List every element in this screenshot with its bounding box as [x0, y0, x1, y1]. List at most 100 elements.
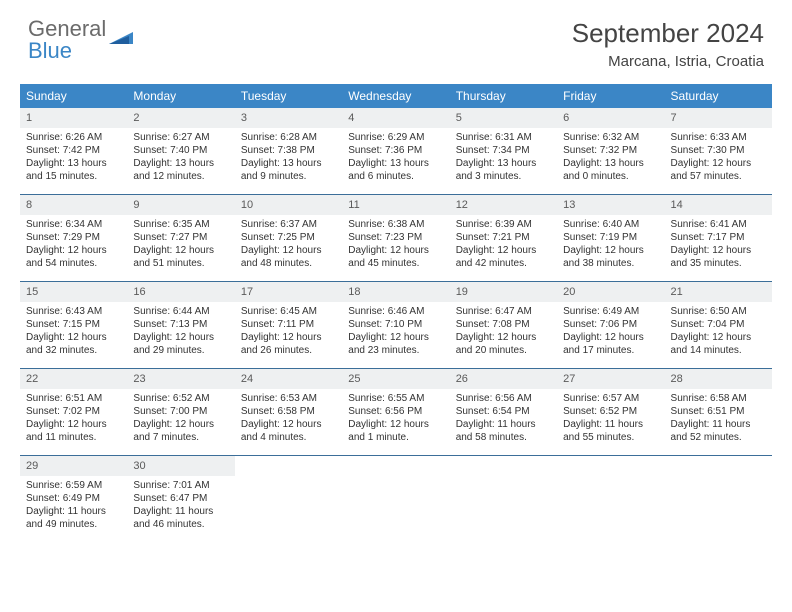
day-number: 30 — [127, 456, 234, 476]
day-cell: 28Sunrise: 6:58 AMSunset: 6:51 PMDayligh… — [665, 369, 772, 455]
day-header-row: SundayMondayTuesdayWednesdayThursdayFrid… — [20, 84, 772, 108]
sunrise-line: Sunrise: 6:32 AM — [563, 131, 658, 144]
day-cell: 6Sunrise: 6:32 AMSunset: 7:32 PMDaylight… — [557, 108, 664, 194]
day-details: Sunrise: 6:29 AMSunset: 7:36 PMDaylight:… — [342, 128, 449, 189]
daylight-line: Daylight: 13 hours and 3 minutes. — [456, 157, 551, 183]
day-number: 11 — [342, 195, 449, 215]
daylight-line: Daylight: 12 hours and 17 minutes. — [563, 331, 658, 357]
day-details: Sunrise: 6:55 AMSunset: 6:56 PMDaylight:… — [342, 389, 449, 450]
day-number: 24 — [235, 369, 342, 389]
day-cell: 16Sunrise: 6:44 AMSunset: 7:13 PMDayligh… — [127, 282, 234, 368]
day-number: 9 — [127, 195, 234, 215]
daylight-line: Daylight: 12 hours and 23 minutes. — [348, 331, 443, 357]
sunrise-line: Sunrise: 6:43 AM — [26, 305, 121, 318]
day-header-wednesday: Wednesday — [342, 84, 449, 108]
sunrise-line: Sunrise: 6:46 AM — [348, 305, 443, 318]
daylight-line: Daylight: 12 hours and 57 minutes. — [671, 157, 766, 183]
sunrise-line: Sunrise: 6:35 AM — [133, 218, 228, 231]
sunrise-line: Sunrise: 6:27 AM — [133, 131, 228, 144]
day-cell: 11Sunrise: 6:38 AMSunset: 7:23 PMDayligh… — [342, 195, 449, 281]
sunset-line: Sunset: 7:40 PM — [133, 144, 228, 157]
sunrise-line: Sunrise: 6:55 AM — [348, 392, 443, 405]
sunset-line: Sunset: 7:38 PM — [241, 144, 336, 157]
daylight-line: Daylight: 12 hours and 32 minutes. — [26, 331, 121, 357]
day-details: Sunrise: 6:52 AMSunset: 7:00 PMDaylight:… — [127, 389, 234, 450]
logo-text: General Blue — [28, 18, 106, 62]
sunrise-line: Sunrise: 6:28 AM — [241, 131, 336, 144]
daylight-line: Daylight: 12 hours and 48 minutes. — [241, 244, 336, 270]
day-number: 12 — [450, 195, 557, 215]
daylight-line: Daylight: 13 hours and 0 minutes. — [563, 157, 658, 183]
day-details: Sunrise: 6:47 AMSunset: 7:08 PMDaylight:… — [450, 302, 557, 363]
daylight-line: Daylight: 13 hours and 12 minutes. — [133, 157, 228, 183]
sunrise-line: Sunrise: 6:52 AM — [133, 392, 228, 405]
day-number: 25 — [342, 369, 449, 389]
sunrise-line: Sunrise: 6:40 AM — [563, 218, 658, 231]
day-cell: 1Sunrise: 6:26 AMSunset: 7:42 PMDaylight… — [20, 108, 127, 194]
day-number: 2 — [127, 108, 234, 128]
sunset-line: Sunset: 7:13 PM — [133, 318, 228, 331]
week-row: 15Sunrise: 6:43 AMSunset: 7:15 PMDayligh… — [20, 281, 772, 368]
day-details: Sunrise: 6:56 AMSunset: 6:54 PMDaylight:… — [450, 389, 557, 450]
daylight-line: Daylight: 11 hours and 46 minutes. — [133, 505, 228, 531]
day-number: 14 — [665, 195, 772, 215]
day-number: 29 — [20, 456, 127, 476]
sunset-line: Sunset: 7:42 PM — [26, 144, 121, 157]
day-number: 8 — [20, 195, 127, 215]
day-cell: 23Sunrise: 6:52 AMSunset: 7:00 PMDayligh… — [127, 369, 234, 455]
day-number: 1 — [20, 108, 127, 128]
day-cell: 8Sunrise: 6:34 AMSunset: 7:29 PMDaylight… — [20, 195, 127, 281]
day-cell: 25Sunrise: 6:55 AMSunset: 6:56 PMDayligh… — [342, 369, 449, 455]
sunrise-line: Sunrise: 7:01 AM — [133, 479, 228, 492]
sunset-line: Sunset: 7:00 PM — [133, 405, 228, 418]
daylight-line: Daylight: 11 hours and 52 minutes. — [671, 418, 766, 444]
sunset-line: Sunset: 7:08 PM — [456, 318, 551, 331]
day-details: Sunrise: 6:40 AMSunset: 7:19 PMDaylight:… — [557, 215, 664, 276]
day-cell: 20Sunrise: 6:49 AMSunset: 7:06 PMDayligh… — [557, 282, 664, 368]
day-number: 27 — [557, 369, 664, 389]
day-number: 18 — [342, 282, 449, 302]
day-cell: 2Sunrise: 6:27 AMSunset: 7:40 PMDaylight… — [127, 108, 234, 194]
empty-cell — [665, 456, 772, 542]
day-details: Sunrise: 6:49 AMSunset: 7:06 PMDaylight:… — [557, 302, 664, 363]
empty-cell — [342, 456, 449, 542]
day-number: 19 — [450, 282, 557, 302]
sunset-line: Sunset: 7:02 PM — [26, 405, 121, 418]
daylight-line: Daylight: 12 hours and 26 minutes. — [241, 331, 336, 357]
day-details: Sunrise: 6:32 AMSunset: 7:32 PMDaylight:… — [557, 128, 664, 189]
sunset-line: Sunset: 7:23 PM — [348, 231, 443, 244]
day-number: 23 — [127, 369, 234, 389]
day-details: Sunrise: 6:58 AMSunset: 6:51 PMDaylight:… — [665, 389, 772, 450]
day-cell: 22Sunrise: 6:51 AMSunset: 7:02 PMDayligh… — [20, 369, 127, 455]
day-cell: 4Sunrise: 6:29 AMSunset: 7:36 PMDaylight… — [342, 108, 449, 194]
day-cell: 3Sunrise: 6:28 AMSunset: 7:38 PMDaylight… — [235, 108, 342, 194]
sunrise-line: Sunrise: 6:26 AM — [26, 131, 121, 144]
sunrise-line: Sunrise: 6:56 AM — [456, 392, 551, 405]
daylight-line: Daylight: 12 hours and 45 minutes. — [348, 244, 443, 270]
sunset-line: Sunset: 7:29 PM — [26, 231, 121, 244]
day-details: Sunrise: 7:01 AMSunset: 6:47 PMDaylight:… — [127, 476, 234, 537]
daylight-line: Daylight: 12 hours and 20 minutes. — [456, 331, 551, 357]
sunrise-line: Sunrise: 6:41 AM — [671, 218, 766, 231]
day-details: Sunrise: 6:27 AMSunset: 7:40 PMDaylight:… — [127, 128, 234, 189]
day-details: Sunrise: 6:41 AMSunset: 7:17 PMDaylight:… — [665, 215, 772, 276]
sunrise-line: Sunrise: 6:57 AM — [563, 392, 658, 405]
daylight-line: Daylight: 12 hours and 4 minutes. — [241, 418, 336, 444]
day-details: Sunrise: 6:38 AMSunset: 7:23 PMDaylight:… — [342, 215, 449, 276]
daylight-line: Daylight: 11 hours and 55 minutes. — [563, 418, 658, 444]
day-details: Sunrise: 6:43 AMSunset: 7:15 PMDaylight:… — [20, 302, 127, 363]
day-details: Sunrise: 6:46 AMSunset: 7:10 PMDaylight:… — [342, 302, 449, 363]
day-header-saturday: Saturday — [665, 84, 772, 108]
sunset-line: Sunset: 7:32 PM — [563, 144, 658, 157]
day-details: Sunrise: 6:35 AMSunset: 7:27 PMDaylight:… — [127, 215, 234, 276]
day-number: 22 — [20, 369, 127, 389]
daylight-line: Daylight: 12 hours and 42 minutes. — [456, 244, 551, 270]
day-number: 26 — [450, 369, 557, 389]
sunset-line: Sunset: 7:06 PM — [563, 318, 658, 331]
day-details: Sunrise: 6:45 AMSunset: 7:11 PMDaylight:… — [235, 302, 342, 363]
sunrise-line: Sunrise: 6:38 AM — [348, 218, 443, 231]
sunset-line: Sunset: 7:15 PM — [26, 318, 121, 331]
sunset-line: Sunset: 7:11 PM — [241, 318, 336, 331]
day-cell: 12Sunrise: 6:39 AMSunset: 7:21 PMDayligh… — [450, 195, 557, 281]
week-row: 29Sunrise: 6:59 AMSunset: 6:49 PMDayligh… — [20, 455, 772, 542]
